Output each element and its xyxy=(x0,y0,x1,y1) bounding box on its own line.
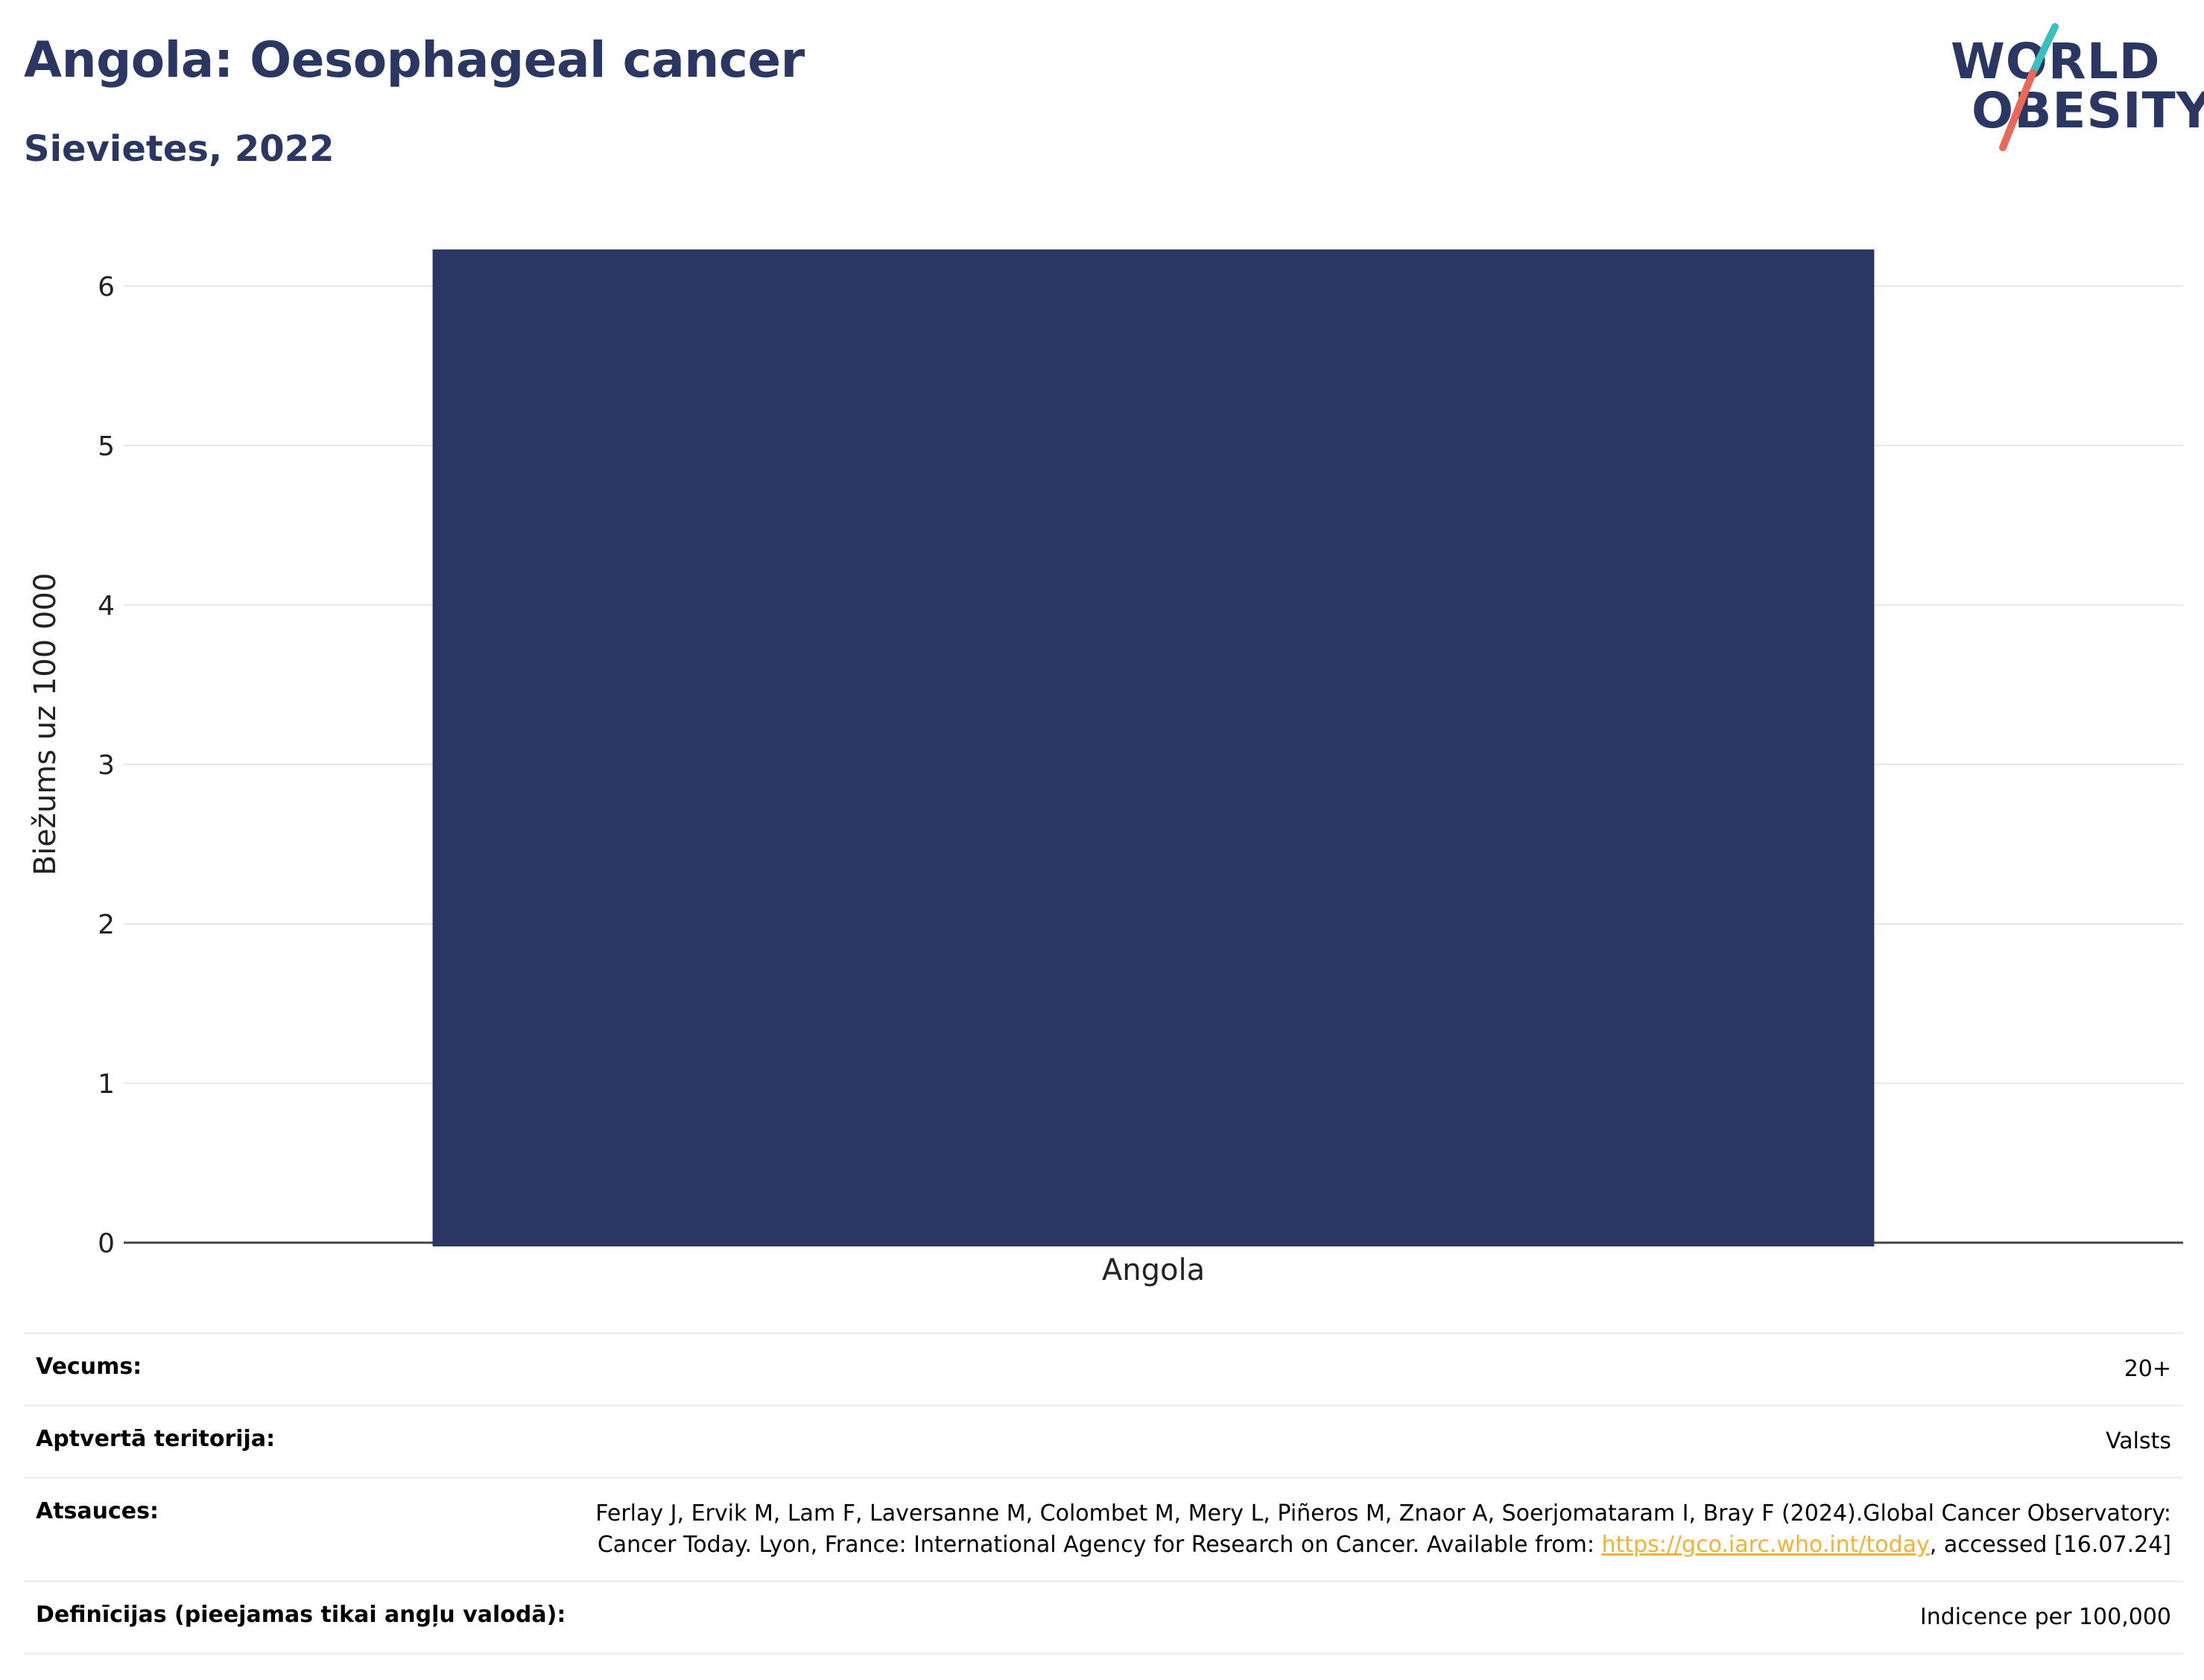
metadata-table: Vecums: 20+ Aptvertā teritorija: Valsts … xyxy=(24,1332,2183,1655)
y-tick-label: 4 xyxy=(98,591,115,621)
logo-slash-icon xyxy=(1999,23,2059,151)
y-tick-label: 1 xyxy=(98,1069,115,1100)
x-tick-label: Angola xyxy=(1102,1253,1205,1287)
bar-chart: 0 1 2 3 4 5 6 Angola Biežums uz 100 000 xyxy=(28,249,2183,1287)
bars xyxy=(432,249,1875,1246)
y-tick-label: 6 xyxy=(98,272,115,302)
y-tick-labels: 0 1 2 3 4 5 6 xyxy=(98,272,115,1259)
y-tick-label: 2 xyxy=(98,910,115,940)
references-label: Atsauces: xyxy=(36,1498,159,1524)
references-link[interactable]: https://gco.iarc.who.int/today xyxy=(1601,1532,1930,1558)
territory-label: Aptvertā teritorija: xyxy=(36,1426,276,1452)
meta-row-references: Atsauces: Ferlay J, Ervik M, Lam F, Lave… xyxy=(24,1477,2183,1580)
logo-line-1: WORLD xyxy=(1951,33,2161,90)
bar-angola[interactable] xyxy=(432,249,1875,1246)
references-text: Ferlay J, Ervik M, Lam F, Laversanne M, … xyxy=(595,1500,2171,1558)
y-tick-label: 5 xyxy=(98,431,115,462)
world-obesity-logo: WORLD OBESITY xyxy=(1945,21,2204,155)
references-accessed: , accessed [16.07.24] xyxy=(1929,1532,2171,1558)
definitions-label: Definīcijas (pieejamas tikai angļu valod… xyxy=(36,1602,566,1628)
age-label: Vecums: xyxy=(36,1354,142,1380)
age-value: 20+ xyxy=(2124,1356,2171,1382)
references-value: Ferlay J, Ervik M, Lam F, Laversanne M, … xyxy=(532,1498,2171,1561)
chart-subtitle: Sievietes, 2022 xyxy=(24,128,335,170)
x-tick-labels: Angola xyxy=(1102,1253,1205,1287)
territory-value: Valsts xyxy=(2106,1428,2171,1454)
meta-row-territory: Aptvertā teritorija: Valsts xyxy=(24,1404,2183,1477)
meta-row-age: Vecums: 20+ xyxy=(24,1332,2183,1404)
meta-row-definitions: Definīcijas (pieejamas tikai angļu valod… xyxy=(24,1580,2183,1655)
y-tick-label: 0 xyxy=(98,1229,115,1259)
y-tick-label: 3 xyxy=(98,750,115,781)
chart-title: Angola: Oesophageal cancer xyxy=(24,31,805,89)
y-axis-title: Biežums uz 100 000 xyxy=(28,573,63,876)
definitions-value: Indicence per 100,000 xyxy=(1919,1604,2171,1630)
